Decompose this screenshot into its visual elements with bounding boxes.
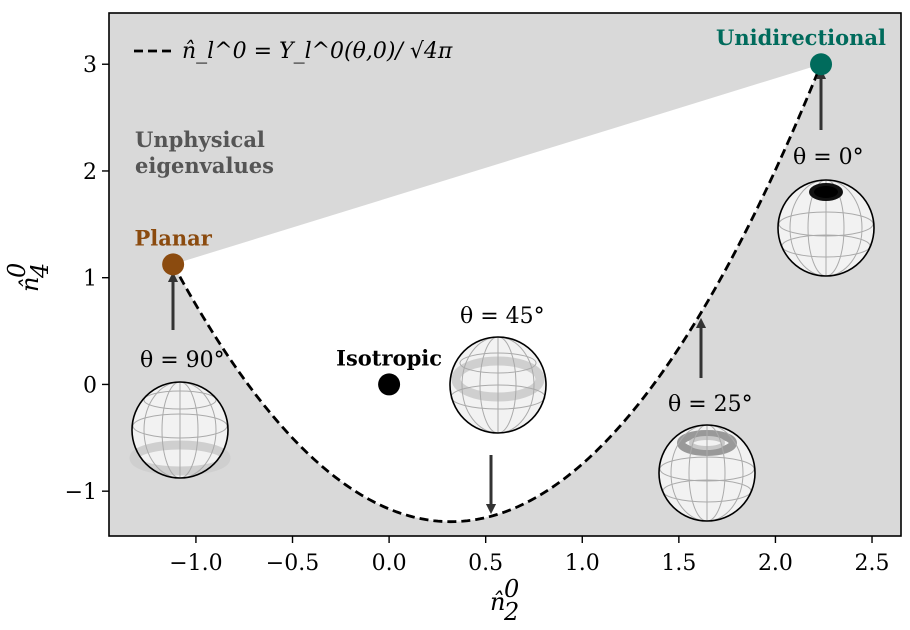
x-axis-label: n̂ 0 2 (490, 575, 519, 626)
x-axis-label-sub: 2 (503, 598, 519, 626)
y-tick-label: 0 (83, 373, 97, 398)
annotation-theta90: θ = 90° (140, 348, 225, 373)
data-points: Planar Isotropic Unidirectional (134, 25, 886, 396)
point-label-planar: Planar (134, 225, 212, 250)
parametric-curve (171, 63, 823, 524)
y-axis: −1 0 1 2 3 (65, 53, 109, 505)
y-tick-label: 2 (83, 160, 97, 185)
legend: n̂_l^0 = Y_l^0(θ,0)/ √4π (134, 39, 453, 64)
y-axis-label-sup: 0 (3, 263, 31, 278)
angle-labels: θ = 90° θ = 45° θ = 25° θ = 0° (140, 145, 864, 417)
point-label-isotropic: Isotropic (336, 345, 442, 370)
y-tick-label: 3 (83, 53, 97, 78)
x-tick-label: 1.0 (565, 551, 600, 576)
arrows (167, 68, 827, 515)
point-isotropic (378, 373, 401, 396)
y-axis-label-sub: 4 (26, 263, 54, 279)
plot-frame (108, 12, 902, 537)
x-tick-label: 1.5 (661, 551, 696, 576)
x-axis: −1.0 −0.5 0.0 0.5 1.0 1.5 2.0 2.5 (169, 536, 890, 576)
physical-region (173, 64, 822, 522)
x-tick-label: 2.5 (855, 551, 890, 576)
sphere-theta25 (658, 424, 756, 522)
point-label-unidirectional: Unidirectional (716, 25, 886, 50)
x-tick-label: 0.5 (468, 551, 503, 576)
sphere-theta0 (777, 179, 875, 277)
sphere-theta90 (129, 381, 231, 479)
y-tick-label: 1 (83, 267, 97, 292)
x-axis-label-base: n̂ (490, 588, 505, 616)
point-unidirectional (810, 53, 833, 76)
x-tick-label: 2.0 (758, 551, 793, 576)
annotation-theta0: θ = 0° (793, 145, 864, 170)
x-tick-label: −0.5 (266, 551, 319, 576)
x-axis-label-sup: 0 (504, 575, 519, 603)
unphysical-label: Unphysical eigenvalues (135, 127, 274, 178)
unphysical-label-line-1: Unphysical (135, 127, 265, 152)
annotation-theta45: θ = 45° (460, 304, 545, 329)
y-axis-label: n̂ 0 4 (3, 263, 54, 292)
point-planar (162, 253, 185, 276)
annotation-theta25: θ = 25° (668, 392, 753, 417)
x-tick-label: −1.0 (169, 551, 222, 576)
y-axis-label-base: n̂ (16, 277, 44, 292)
legend-label: n̂_l^0 = Y_l^0(θ,0)/ √4π (182, 39, 453, 64)
plot-area (108, 12, 902, 537)
x-tick-label: 0.0 (372, 551, 407, 576)
sphere-theta45 (449, 336, 547, 434)
y-tick-label: −1 (65, 480, 97, 505)
unphysical-label-line-2: eigenvalues (135, 153, 274, 178)
